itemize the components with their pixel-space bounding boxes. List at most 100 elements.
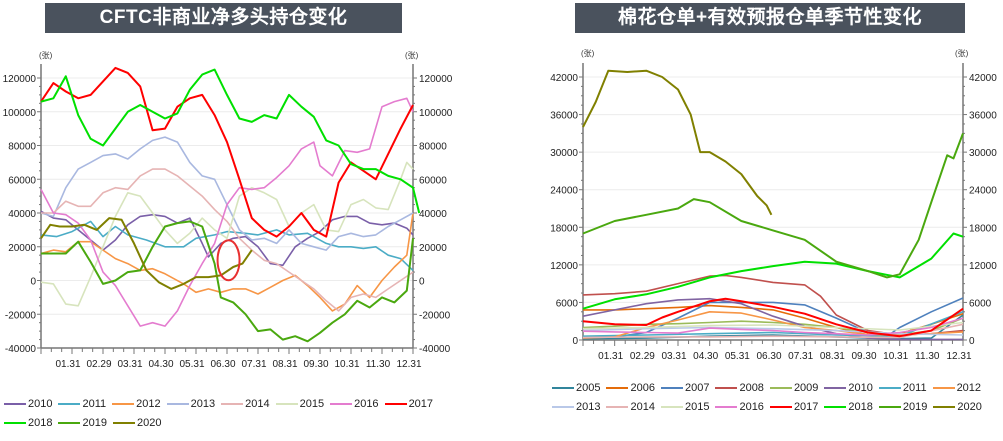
series-line-2018: [582, 232, 964, 310]
legend-swatch: [221, 402, 244, 405]
legend-item-2018[interactable]: 2018: [4, 413, 52, 432]
legend-swatch: [4, 421, 26, 424]
legend-swatch: [715, 405, 738, 408]
y-tick-label-left: 20000: [8, 243, 36, 254]
y-tick-label-right: 24000: [969, 186, 997, 197]
y-tick-label-left: 0: [30, 277, 36, 288]
unit-label-left: (张): [581, 49, 595, 58]
y-tick-label-right: 120000: [419, 74, 453, 85]
y-tick-label-left: 12000: [550, 261, 578, 272]
legend-item-2012[interactable]: 2012: [932, 378, 982, 397]
x-tick-label: 04.30: [148, 359, 173, 370]
y-tick-label-right: 42000: [969, 73, 997, 84]
legend-item-2009[interactable]: 2009: [769, 378, 818, 397]
legend-swatch: [878, 386, 901, 389]
y-tick-label-left: 60000: [8, 175, 36, 186]
legend-swatch: [58, 421, 81, 424]
series-line-2016: [582, 317, 964, 336]
legend-item-2019[interactable]: 2019: [878, 397, 928, 416]
legend-swatch: [330, 402, 353, 405]
legend-item-2020[interactable]: 2020: [933, 397, 982, 416]
legend-label: 2018: [848, 400, 873, 413]
y-tick-label-right: 20000: [419, 243, 447, 254]
legend-item-2010[interactable]: 2010: [824, 378, 873, 397]
legend-item-2011[interactable]: 2011: [58, 394, 106, 413]
legend-item-2008[interactable]: 2008: [715, 378, 764, 397]
legend-label: 2020: [136, 416, 162, 429]
series-line-2016: [40, 97, 414, 327]
legend-item-2012[interactable]: 2012: [112, 394, 161, 413]
legend-item-2010[interactable]: 2010: [4, 394, 52, 413]
x-tick-label: 01.31: [55, 359, 80, 370]
legend-swatch: [878, 405, 901, 408]
x-tick-label: 09.30: [303, 359, 328, 370]
legend-item-2017[interactable]: 2017: [769, 397, 818, 416]
legend-item-2016[interactable]: 2016: [715, 397, 764, 416]
legend-label: 2015: [299, 397, 325, 410]
y-tick-label-right: 36000: [969, 111, 997, 122]
x-tick-label: 02.29: [630, 351, 655, 362]
legend-swatch: [824, 405, 847, 408]
series-line-2015: [582, 321, 964, 331]
legend-item-2018[interactable]: 2018: [824, 397, 873, 416]
legend-label: 2017: [408, 397, 434, 410]
legend-item-2016[interactable]: 2016: [330, 394, 379, 413]
y-tick-label-right: 40000: [419, 209, 447, 220]
legend-item-2015[interactable]: 2015: [275, 394, 325, 413]
y-tick-label-right: 12000: [969, 261, 997, 272]
legend-item-2013[interactable]: 2013: [552, 397, 600, 416]
y-tick-label-left: 18000: [550, 223, 578, 234]
legend-item-2020[interactable]: 2020: [112, 413, 162, 432]
series-line-2010: [582, 297, 963, 341]
legend-item-2006[interactable]: 2006: [606, 378, 655, 397]
left-chart-legend: 2010 2011 2012 2013 2014 2015 2016 2017 2018 2019…: [4, 394, 484, 432]
legend-item-2013[interactable]: 2013: [166, 394, 215, 413]
legend-label: 2019: [902, 400, 928, 413]
y-tick-label-left: -40000: [5, 344, 37, 355]
legend-label: 2011: [902, 381, 927, 394]
legend-item-2017[interactable]: 2017: [384, 394, 434, 413]
series-line-2011: [40, 220, 414, 271]
y-tick-label-left: 120000: [3, 74, 37, 85]
series-line-2019: [41, 220, 414, 343]
legend-item-2015[interactable]: 2015: [660, 397, 709, 416]
series-line-2019: [582, 133, 964, 279]
x-tick-label: 12.31: [396, 359, 421, 370]
x-tick-label: 01.31: [598, 351, 623, 362]
x-tick-label: 10.31: [334, 359, 359, 370]
x-tick-label: 07.31: [241, 359, 266, 370]
x-tick-label: 04.30: [693, 351, 718, 362]
legend-swatch: [769, 386, 792, 389]
legend-swatch: [769, 405, 792, 408]
legend-swatch: [166, 402, 189, 405]
legend-label: 2019: [82, 416, 107, 429]
legend-swatch: [932, 386, 955, 389]
series-line-2013: [582, 326, 964, 336]
x-tick-label: 06.30: [210, 359, 235, 370]
legend-label: 2012: [956, 381, 982, 394]
legend-label: 2013: [576, 400, 601, 413]
legend-item-2019[interactable]: 2019: [58, 413, 107, 432]
series-line-2014: [582, 323, 964, 339]
legend-label: 2008: [739, 381, 764, 394]
unit-label-right: (张): [405, 51, 419, 60]
legend-label: 2018: [28, 416, 53, 429]
y-tick-label-right: 0: [969, 336, 975, 347]
y-tick-label-right: 0: [419, 277, 425, 288]
legend-item-2014[interactable]: 2014: [221, 394, 270, 413]
legend-label: 2010: [28, 397, 53, 410]
legend-item-2011[interactable]: 2011: [878, 378, 927, 397]
legend-item-2007[interactable]: 2007: [660, 378, 709, 397]
x-tick-label: 11.30: [915, 351, 940, 362]
y-tick-label-right: 6000: [969, 298, 992, 309]
legend-label: 2005: [576, 381, 601, 394]
legend-swatch: [660, 405, 683, 408]
legend-item-2014[interactable]: 2014: [606, 397, 655, 416]
y-tick-label-left: 30000: [550, 148, 578, 159]
x-tick-label: 07.31: [788, 351, 813, 362]
legend-swatch: [275, 402, 298, 405]
legend-item-2005[interactable]: 2005: [552, 378, 600, 397]
y-tick-label-left: 80000: [8, 142, 36, 153]
legend-swatch: [58, 402, 81, 405]
